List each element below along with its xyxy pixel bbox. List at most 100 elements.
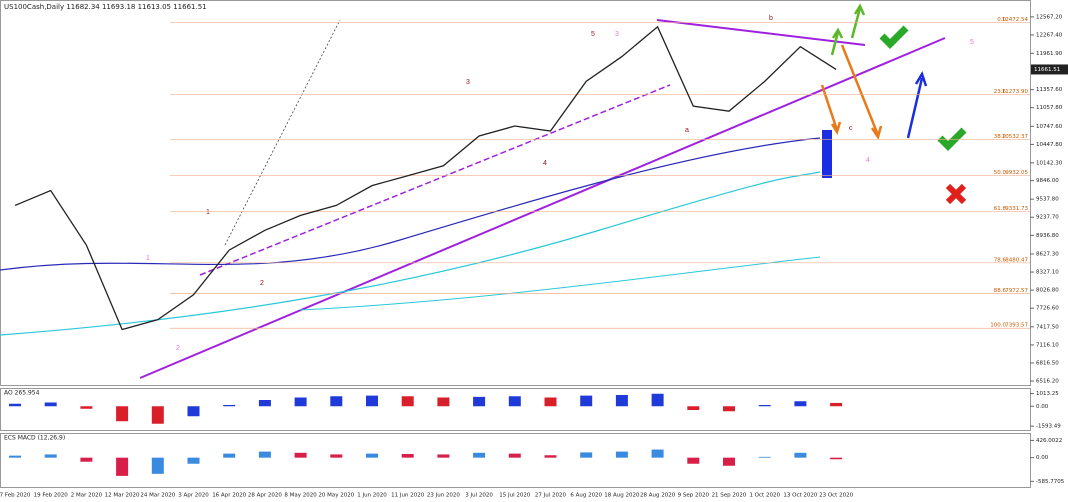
x-tick-label: 24 Mar 2020 xyxy=(140,493,175,499)
x-tick-label: 1 Jun 2020 xyxy=(357,493,387,499)
x-tick-label: 12 Mar 2020 xyxy=(105,493,140,499)
wave-label: 4 xyxy=(866,157,870,164)
fib-price: 9932.05 xyxy=(1005,170,1028,176)
trendline xyxy=(199,84,671,276)
wave-label: 4 xyxy=(543,160,547,167)
x-tick-label: 15 Jul 2020 xyxy=(499,493,531,499)
x-tick-label: 11 Jun 2020 xyxy=(391,493,425,499)
bar xyxy=(294,397,307,407)
check-icon xyxy=(879,25,909,49)
fib-level: 50.0 xyxy=(994,170,1007,176)
x-tick-label: 28 Aug 2020 xyxy=(640,493,676,499)
fib-level: 23.6 xyxy=(994,89,1007,95)
bar xyxy=(508,453,521,458)
x-tick-label: 20 May 2020 xyxy=(318,493,354,499)
bar xyxy=(473,452,486,458)
bar xyxy=(401,454,414,458)
bar xyxy=(615,395,628,407)
y-tick-label: 12567.20 xyxy=(1036,14,1063,20)
y-tick-label: -585.7705 xyxy=(1036,479,1065,485)
x-tick-label: 27 Jul 2020 xyxy=(535,493,567,499)
x-tick-label: 9 Sep 2020 xyxy=(678,493,710,499)
wave-label: 3 xyxy=(615,31,619,38)
x-tick-label: 2 Mar 2020 xyxy=(71,493,103,499)
bar xyxy=(758,405,771,407)
fib-price: 7972.57 xyxy=(1005,288,1028,294)
x-tick-label: 6 Aug 2020 xyxy=(570,493,602,499)
price-tag xyxy=(1031,64,1068,75)
moving-average xyxy=(299,256,821,311)
x-tick-label: 23 Oct 2020 xyxy=(819,493,854,499)
ao-panel xyxy=(0,388,1031,431)
moving-average xyxy=(0,171,821,336)
bar xyxy=(437,397,450,407)
y-tick-label: 8327.10 xyxy=(1036,270,1059,276)
target-zone xyxy=(822,130,832,178)
moving-average xyxy=(0,137,821,271)
y-tick-label: 11357.60 xyxy=(1036,87,1063,93)
y-tick-label: 7417.50 xyxy=(1036,324,1059,330)
bar xyxy=(615,451,628,458)
bar xyxy=(44,454,57,458)
wave-label: 1 xyxy=(146,255,150,262)
bar xyxy=(258,400,271,407)
y-tick-label: 9237.70 xyxy=(1036,215,1059,221)
x-tick-label: 28 Apr 2020 xyxy=(248,493,283,499)
fib-price: 11273.90 xyxy=(1002,89,1029,95)
y-tick-label: 6816.50 xyxy=(1036,360,1059,366)
header: US100Cash,Daily 11682.34 11693.18 11613.… xyxy=(4,3,207,11)
bar xyxy=(80,406,93,409)
y-tick-label: 8936.80 xyxy=(1036,233,1059,239)
bar xyxy=(830,402,843,407)
bar xyxy=(723,406,735,412)
x-tick-label: 1 Oct 2020 xyxy=(749,493,780,499)
bar xyxy=(651,449,664,458)
macd-panel xyxy=(0,433,1031,488)
fib-price: 9331.73 xyxy=(1005,206,1028,212)
bar xyxy=(544,455,557,458)
x-tick-label: 8 May 2020 xyxy=(284,493,317,499)
bar xyxy=(508,396,521,407)
bar xyxy=(151,406,164,424)
y-tick-label: 6516.20 xyxy=(1036,379,1059,385)
x-tick-label: 16 Apr 2020 xyxy=(212,493,247,499)
fib-level: 61.8 xyxy=(994,206,1007,212)
bar xyxy=(473,396,486,407)
price-line xyxy=(14,25,837,331)
bar xyxy=(544,397,557,407)
wave-label: 5 xyxy=(970,39,974,46)
y-tick-label: 426.0022 xyxy=(1036,438,1062,444)
bar xyxy=(187,457,200,464)
x-tick-label: 18 Aug 2020 xyxy=(604,493,640,499)
fib-price: 12472.54 xyxy=(1002,17,1029,23)
bar xyxy=(330,454,343,458)
fib-price: 10532.37 xyxy=(1002,134,1029,140)
y-tick-label: 10447.80 xyxy=(1036,142,1063,148)
bar xyxy=(401,396,414,407)
fib-level: 78.6 xyxy=(994,257,1007,263)
bar xyxy=(9,455,21,458)
bar xyxy=(187,406,200,417)
fib-level: 0.0 xyxy=(997,17,1006,23)
main-panel xyxy=(0,0,1031,386)
bar xyxy=(151,457,164,474)
bar xyxy=(723,457,735,466)
bar xyxy=(687,457,700,464)
fib-price: 7393.57 xyxy=(1005,323,1028,329)
current-price: 11661.51 xyxy=(1034,67,1060,73)
bar xyxy=(366,453,378,458)
wave-label: b xyxy=(769,15,773,22)
bar xyxy=(830,457,843,460)
bar xyxy=(258,451,271,458)
wave-label: 5 xyxy=(591,31,595,38)
wave-label: 2 xyxy=(176,345,180,352)
bar xyxy=(80,457,93,462)
bar xyxy=(580,452,593,458)
bar xyxy=(294,452,307,458)
bar xyxy=(794,401,807,407)
fib-level: 88.6 xyxy=(994,288,1007,294)
x-tick-label: 19 Feb 2020 xyxy=(34,493,69,499)
y-tick-label: 10142.30 xyxy=(1036,160,1063,166)
y-tick-label: 7116.10 xyxy=(1036,342,1059,348)
wave-label: 3 xyxy=(466,79,470,86)
